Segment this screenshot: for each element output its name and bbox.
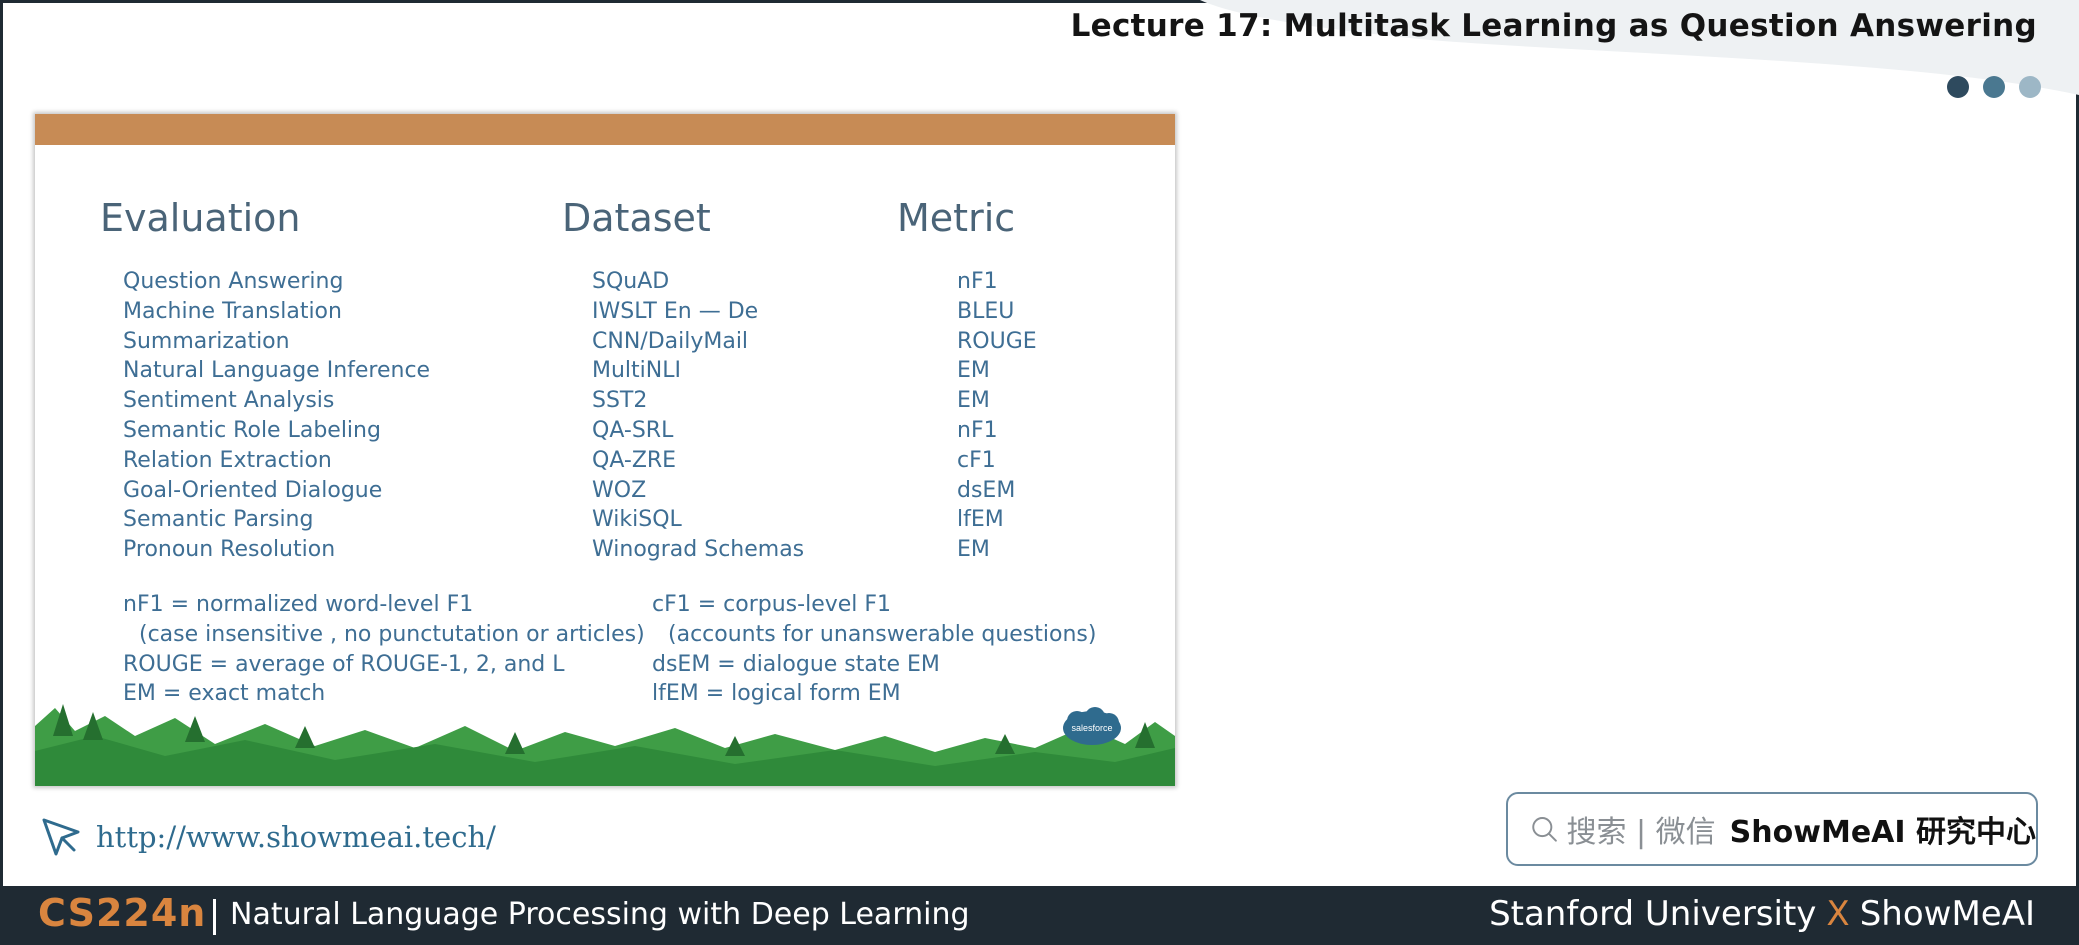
- metric-header: Metric: [897, 196, 1016, 240]
- course-name: Natural Language Processing with Deep Le…: [230, 897, 970, 932]
- row-metric: ROUGE: [957, 328, 1037, 354]
- row-dataset: CNN/DailyMail: [592, 328, 749, 354]
- dot-2: [1983, 76, 2005, 98]
- note-line: cF1 = corpus-level F1: [652, 592, 892, 617]
- row-dataset: MultiNLI: [592, 358, 681, 384]
- note-line: nF1 = normalized word-level F1: [123, 592, 474, 617]
- row-dataset: SQuAD: [592, 269, 670, 294]
- row-task: Semantic Role Labeling: [123, 418, 381, 443]
- dot-1: [1947, 76, 1969, 98]
- row-dataset: QA-ZRE: [592, 447, 677, 473]
- slide-dots: [1947, 76, 2041, 98]
- slide-image: Evaluation Dataset Metric Question Answe…: [35, 114, 1175, 786]
- row-metric: cF1: [957, 447, 996, 473]
- row-metric: dsEM: [957, 477, 1016, 503]
- evaluation-header: Evaluation: [100, 196, 301, 240]
- forest-illustration: [35, 704, 1175, 786]
- row-dataset: QA-SRL: [592, 418, 674, 443]
- row-task: Sentiment Analysis: [123, 388, 335, 414]
- credits: Stanford University X ShowMeAI: [1489, 894, 2035, 934]
- note-line: lfEM = logical form EM: [652, 681, 901, 707]
- row-dataset: WOZ: [592, 477, 647, 503]
- row-dataset: SST2: [592, 388, 648, 414]
- footer-divider: [213, 899, 216, 935]
- row-metric: nF1: [957, 418, 998, 443]
- row-task: Question Answering: [123, 269, 344, 294]
- row-task: Pronoun Resolution: [123, 537, 336, 563]
- search-label: 搜索 | 微信: [1566, 815, 1716, 850]
- credit-x: X: [1826, 894, 1850, 934]
- footer-bar: CS224n Natural Language Processing with …: [0, 886, 2079, 945]
- brand-label: ShowMeAI 研究中心: [1729, 815, 2036, 850]
- dot-3: [2019, 76, 2041, 98]
- row-metric: nF1: [957, 269, 998, 294]
- website-link[interactable]: http://www.showmeai.tech/: [38, 814, 496, 860]
- row-task: Semantic Parsing: [123, 507, 314, 533]
- credit-showmeai: ShowMeAI: [1859, 894, 2035, 934]
- row-dataset: IWSLT En — De: [592, 298, 759, 324]
- wechat-search-box[interactable]: 搜索 | 微信 ShowMeAI 研究中心: [1506, 792, 2038, 866]
- row-metric: EM: [957, 537, 990, 563]
- salesforce-logo: salesforce: [1063, 707, 1121, 745]
- row-task: Goal-Oriented Dialogue: [123, 477, 383, 503]
- note-line: EM = exact match: [123, 681, 326, 707]
- credit-stanford: Stanford University: [1489, 894, 1817, 934]
- website-url[interactable]: http://www.showmeai.tech/: [96, 820, 496, 854]
- cursor-arrow-icon: [42, 818, 80, 856]
- row-task: Relation Extraction: [123, 447, 332, 473]
- row-task: Summarization: [123, 328, 290, 354]
- note-line: (case insensitive , no punctutation or a…: [139, 621, 645, 647]
- course-code: CS224n: [38, 891, 207, 935]
- salesforce-logo-text: salesforce: [1071, 723, 1112, 733]
- row-task: Machine Translation: [123, 298, 342, 324]
- note-line: (accounts for unanswerable questions): [668, 621, 1097, 647]
- row-metric: lfEM: [957, 507, 1004, 533]
- note-line: dsEM = dialogue state EM: [652, 651, 940, 677]
- header-swoosh: [1200, 0, 2079, 95]
- slide-top-bar: [35, 114, 1175, 145]
- note-line: ROUGE = average of ROUGE-1, 2, and L: [123, 651, 565, 677]
- row-dataset: WikiSQL: [592, 507, 682, 533]
- search-icon: [1532, 817, 1557, 842]
- row-dataset: Winograd Schemas: [592, 537, 805, 563]
- row-metric: EM: [957, 388, 990, 414]
- lecture-title: Lecture 17: Multitask Learning as Questi…: [1070, 8, 2037, 44]
- dataset-header: Dataset: [562, 196, 711, 240]
- row-task: Natural Language Inference: [123, 358, 431, 384]
- row-metric: EM: [957, 358, 990, 384]
- row-metric: BLEU: [957, 298, 1015, 324]
